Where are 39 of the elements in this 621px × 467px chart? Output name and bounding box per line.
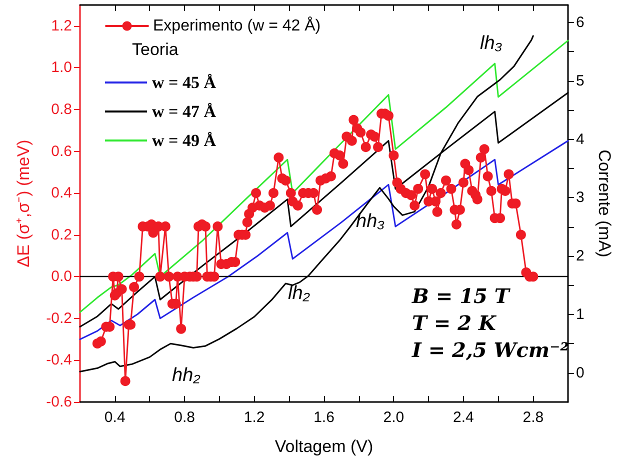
x-axis-title: Voltagem (V)	[274, 437, 374, 456]
annotation: lh₂	[288, 283, 311, 304]
y-tick-label: 0.8	[51, 100, 72, 118]
y2-tick-label: 3	[576, 189, 584, 206]
annotation: hh₂	[172, 365, 202, 386]
y-tick-label: 0.4	[51, 184, 72, 202]
x-tick-label: 1.6	[314, 409, 334, 426]
y-tick-label: 0.6	[51, 142, 72, 160]
y2-tick-label: 6	[576, 14, 584, 32]
annotation: B = 15 T	[411, 284, 512, 308]
legend-label: w = 49 Å	[152, 131, 217, 150]
x-tick-label: 0.4	[104, 409, 126, 426]
x-tick-label: 2.8	[522, 409, 544, 426]
x-tick-label: 2.0	[383, 409, 404, 426]
y2-tick-label: 1	[576, 306, 584, 323]
y2-tick-label: 0	[576, 364, 584, 382]
y-tick-label: -0.2	[46, 310, 72, 327]
y2-tick-label: 5	[576, 72, 584, 90]
y-tick-label: 1.2	[51, 17, 72, 34]
x-tick-label: 2.4	[453, 409, 474, 426]
y-tick-label: -0.4	[46, 352, 72, 369]
y-tick-label: 0.0	[51, 268, 72, 286]
annotation: hh₃	[356, 211, 386, 232]
y2-tick-label: 4	[576, 130, 584, 148]
y2-axis-title: Corrente (mA)	[595, 150, 614, 258]
annotation: T = 2 K	[412, 311, 498, 335]
legend-label: Experimento (w = 42 Å)	[153, 16, 321, 34]
x-tick-label: 0.8	[174, 409, 195, 426]
y-tick-label: 0.2	[51, 226, 72, 244]
x-tick-label: 1.2	[244, 409, 265, 426]
legend-title: Teoria	[132, 40, 179, 59]
legend-label: w = 47 Å	[152, 102, 217, 121]
legend-label: w = 45 Å	[152, 73, 217, 92]
y-tick-label: 1.0	[51, 59, 72, 76]
y-tick-label: -0.6	[46, 394, 72, 410]
annotation: I = 2,5 Wcm⁻²	[411, 338, 570, 362]
y2-tick-label: 2	[576, 248, 584, 265]
y-axis-title: ΔE (σ⁺,σ⁻) (meV)	[14, 140, 33, 268]
annotation: lh₃	[480, 33, 503, 54]
